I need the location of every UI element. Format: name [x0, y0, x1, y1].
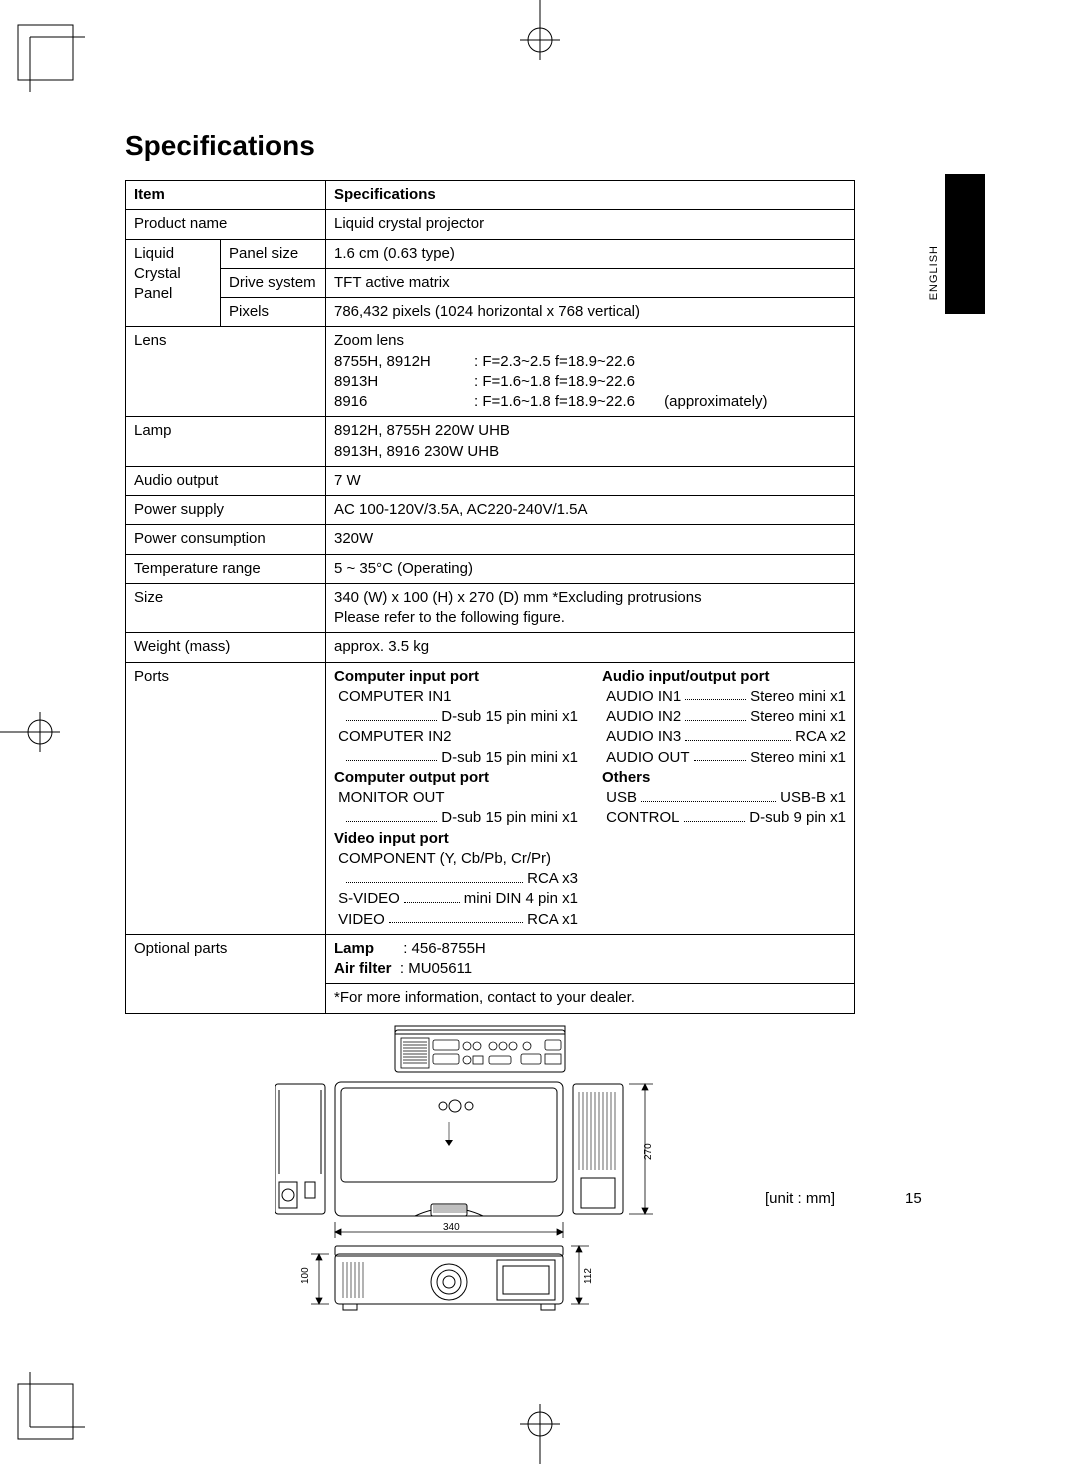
row-audio-output-value: 7 W — [326, 466, 855, 495]
row-product-name-label: Product name — [126, 210, 326, 239]
row-weight-value: approx. 3.5 kg — [326, 633, 855, 662]
row-power-consumption-label: Power consumption — [126, 525, 326, 554]
ports-right-column: Audio input/output port AUDIO IN1Stereo … — [602, 667, 846, 930]
header-spec: Specifications — [326, 181, 855, 210]
row-ports-value: Computer input port COMPUTER IN1 D-sub 1… — [326, 662, 855, 934]
row-optional-label: Optional parts — [126, 934, 326, 1013]
row-power-supply-label: Power supply — [126, 496, 326, 525]
row-temp-label: Temperature range — [126, 554, 326, 583]
spec-table: Item Specifications Product name Liquid … — [125, 180, 855, 1014]
ports-left-column: Computer input port COMPUTER IN1 D-sub 1… — [334, 667, 578, 930]
row-lamp-value: 8912H, 8755H 220W UHB 8913H, 8916 230W U… — [326, 417, 855, 467]
projector-diagram: 270 340 — [125, 1022, 855, 1362]
page-title: Specifications — [125, 130, 965, 162]
row-weight-label: Weight (mass) — [126, 633, 326, 662]
header-item: Item — [126, 181, 326, 210]
row-panel-size-value: 1.6 cm (0.63 type) — [326, 239, 855, 268]
page-number: 15 — [905, 1190, 922, 1207]
row-pixels-label: Pixels — [221, 298, 326, 327]
unit-note: [unit : mm] — [765, 1190, 835, 1207]
dim-offset: 112 — [583, 1267, 594, 1283]
dim-height: 100 — [300, 1266, 311, 1283]
row-size-value: 340 (W) x 100 (H) x 270 (D) mm *Excludin… — [326, 583, 855, 633]
row-drive-system-label: Drive system — [221, 268, 326, 297]
row-power-consumption-value: 320W — [326, 525, 855, 554]
row-power-supply-value: AC 100-120V/3.5A, AC220-240V/1.5A — [326, 496, 855, 525]
row-lens-value: Zoom lens 8755H, 8912H: F=2.3~2.5 f=18.9… — [326, 327, 855, 417]
row-audio-output-label: Audio output — [126, 466, 326, 495]
row-lcd-label: Liquid Crystal Panel — [126, 239, 221, 327]
row-drive-system-value: TFT active matrix — [326, 268, 855, 297]
row-product-name-value: Liquid crystal projector — [326, 210, 855, 239]
row-pixels-value: 786,432 pixels (1024 horizontal x 768 ve… — [326, 298, 855, 327]
row-temp-value: 5 ~ 35°C (Operating) — [326, 554, 855, 583]
row-panel-size-label: Panel size — [221, 239, 326, 268]
row-lamp-label: Lamp — [126, 417, 326, 467]
row-size-label: Size — [126, 583, 326, 633]
row-lens-label: Lens — [126, 327, 326, 417]
row-optional-value: Lamp : 456-8755H Air filter : MU05611 — [326, 934, 855, 984]
dim-depth: 270 — [643, 1142, 654, 1159]
dim-width: 340 — [443, 1222, 460, 1233]
row-optional-note: *For more information, contact to your d… — [326, 984, 855, 1013]
row-ports-label: Ports — [126, 662, 326, 934]
